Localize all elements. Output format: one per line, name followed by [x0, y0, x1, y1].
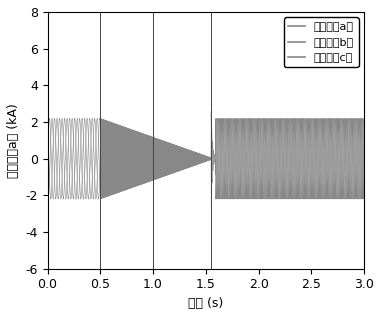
转子电流c相 — [65, 116, 69, 120]
转子电流a相 — [325, 162, 330, 166]
转子电流a相 — [85, 116, 90, 120]
转子电流a相 — [357, 123, 362, 126]
转子电流a相 — [59, 197, 63, 201]
转子电流a相 — [45, 157, 50, 161]
转子电流c相 — [209, 205, 213, 209]
转子电流b相 — [325, 120, 330, 123]
转子电流c相 — [357, 155, 362, 159]
转子电流c相 — [189, 157, 193, 161]
转子电流b相 — [49, 193, 54, 197]
转子电流c相 — [45, 192, 50, 196]
转子电流c相 — [362, 192, 367, 196]
Line: 转子电流c相: 转子电流c相 — [48, 118, 364, 207]
转子电流a相 — [189, 162, 193, 165]
转子电流c相 — [49, 123, 54, 127]
转子电流a相 — [283, 119, 288, 122]
转子电流a相 — [120, 127, 125, 131]
Line: 转子电流a相: 转子电流a相 — [48, 118, 364, 199]
转子电流c相 — [283, 187, 288, 191]
转子电流b相 — [283, 165, 288, 169]
转子电流b相 — [78, 197, 83, 201]
转子电流c相 — [325, 189, 330, 193]
Line: 转子电流b相: 转子电流b相 — [48, 111, 364, 199]
转子电流a相 — [49, 154, 54, 158]
转子电流b相 — [357, 192, 362, 196]
转子电流c相 — [120, 171, 125, 175]
转子电流b相 — [120, 175, 125, 178]
Legend: 转子电流a相, 转子电流b相, 转子电流c相: 转子电流a相, 转子电流b相, 转子电流c相 — [284, 17, 359, 68]
转子电流b相 — [209, 109, 213, 113]
转子电流b相 — [45, 122, 50, 126]
转子电流b相 — [189, 150, 193, 153]
转子电流b相 — [362, 122, 367, 126]
X-axis label: 时间 (s): 时间 (s) — [188, 297, 224, 310]
Y-axis label: 转子电流a相 (kA): 转子电流a相 (kA) — [7, 103, 20, 178]
转子电流a相 — [362, 157, 367, 161]
